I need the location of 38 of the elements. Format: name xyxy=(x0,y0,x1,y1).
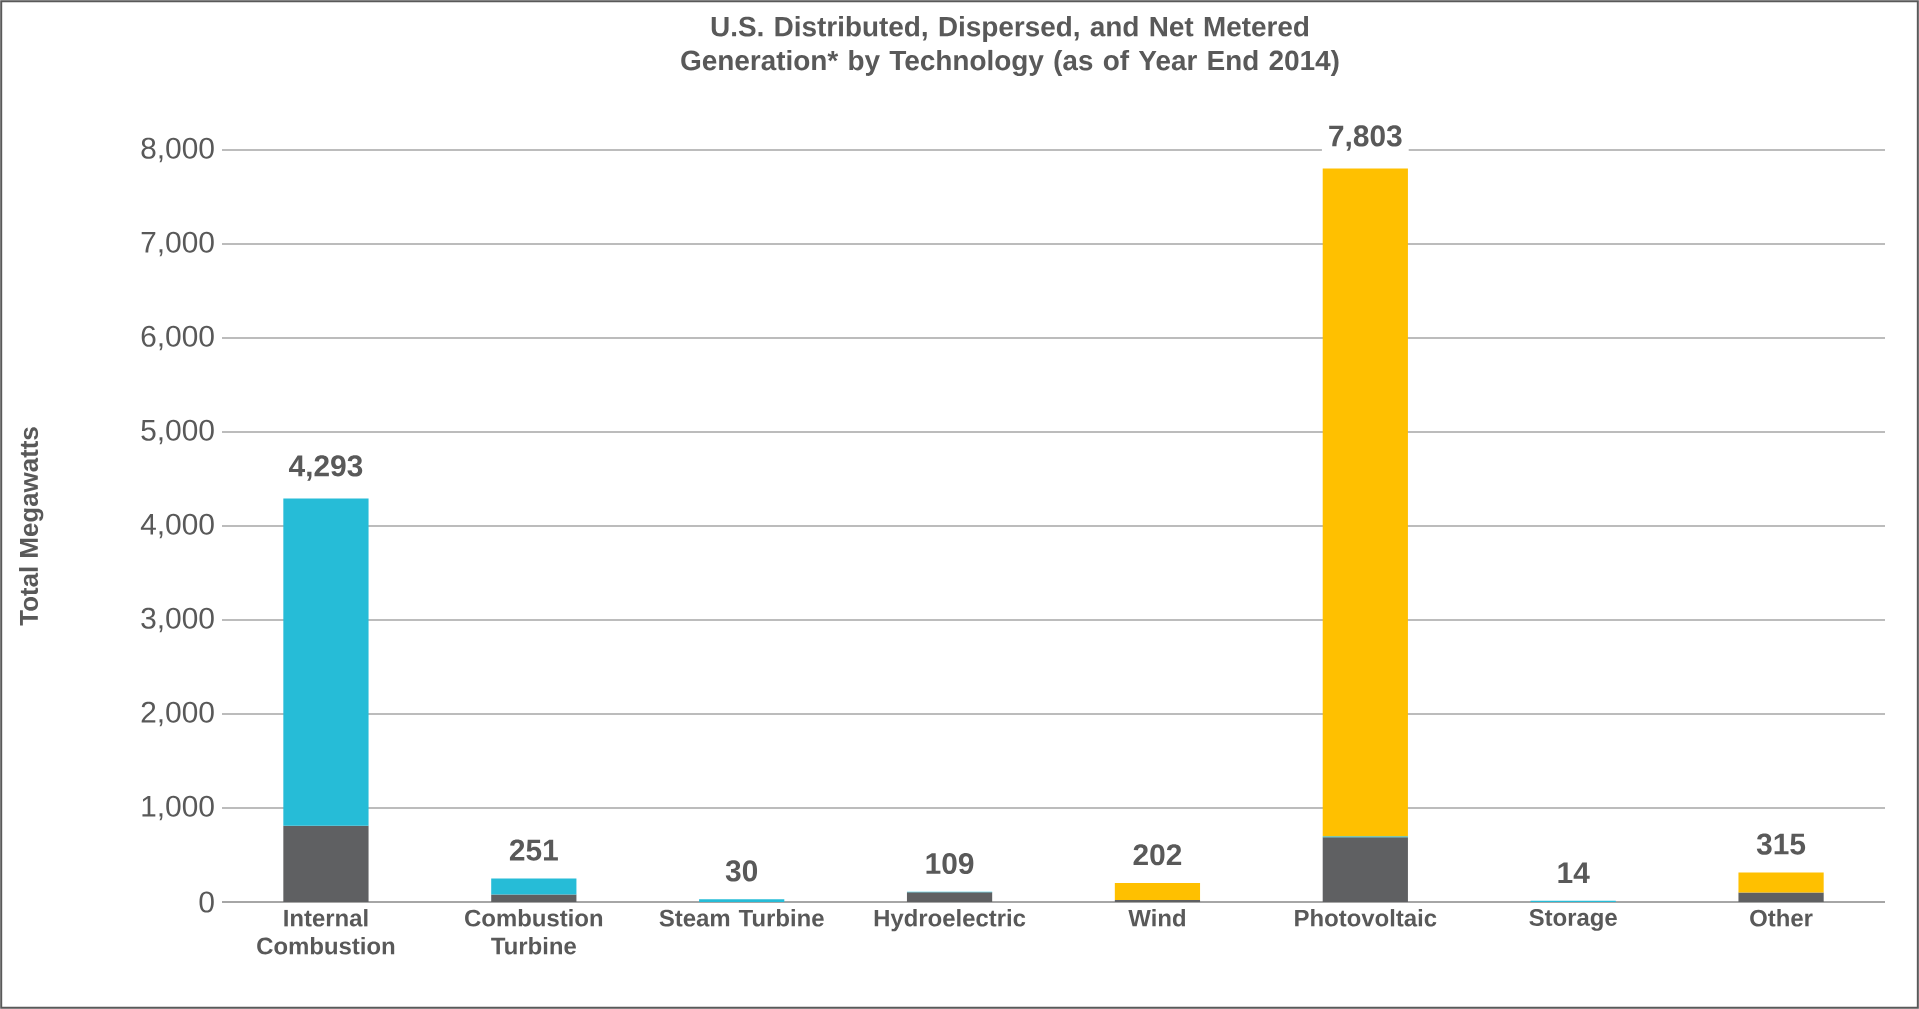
total-label: 202 xyxy=(1133,844,1182,866)
x-tick-label: Steam Turbine xyxy=(659,909,824,927)
bar xyxy=(491,878,577,895)
bar xyxy=(1738,892,1824,902)
y-tick-label: 0 xyxy=(199,891,214,913)
total-label: 315 xyxy=(1756,833,1806,855)
y-tick-label: 7,000 xyxy=(141,231,214,257)
y-tick-label: 2,000 xyxy=(141,701,214,727)
bar xyxy=(1114,883,1201,901)
y-tick-label: 1,000 xyxy=(142,795,214,821)
y-tick-label: 4,000 xyxy=(140,513,214,539)
bar xyxy=(283,825,369,902)
total-label: 7,803 xyxy=(1329,125,1402,151)
bar xyxy=(906,892,993,902)
bar xyxy=(283,498,369,826)
y-tick-label: 3,000 xyxy=(141,607,214,633)
total-label: 4,293 xyxy=(288,455,363,481)
y-tick-label: 6,000 xyxy=(141,325,214,351)
chart-title: U.S. Distributed, Dispersed, and Net Metered Generation* by Technology (as of Year End 2014) xyxy=(681,16,1339,77)
x-tick-label: Hydroelectric xyxy=(874,909,1026,932)
x-tick-label: Combustion Turbine xyxy=(465,909,603,955)
bar xyxy=(491,894,577,902)
x-tick-label: Wind xyxy=(1128,909,1185,927)
x-tick-label: Photovoltaic xyxy=(1295,909,1437,927)
total-label: 109 xyxy=(926,852,974,875)
x-tick-label: Storage xyxy=(1529,909,1617,931)
total-label: 30 xyxy=(725,860,758,882)
y-axis-title: Total Megawatts xyxy=(19,427,44,626)
y-tick-label: 5,000 xyxy=(141,419,214,445)
x-tick-label: Other xyxy=(1750,909,1813,927)
x-tick-label: Internal Combustion xyxy=(257,909,395,955)
total-label: 251 xyxy=(509,839,558,861)
bar xyxy=(1322,837,1408,902)
bar xyxy=(1738,872,1824,893)
total-label: 14 xyxy=(1558,862,1590,883)
bar xyxy=(699,899,785,902)
bar xyxy=(1322,168,1408,837)
y-tick-label: 8,000 xyxy=(141,137,214,163)
